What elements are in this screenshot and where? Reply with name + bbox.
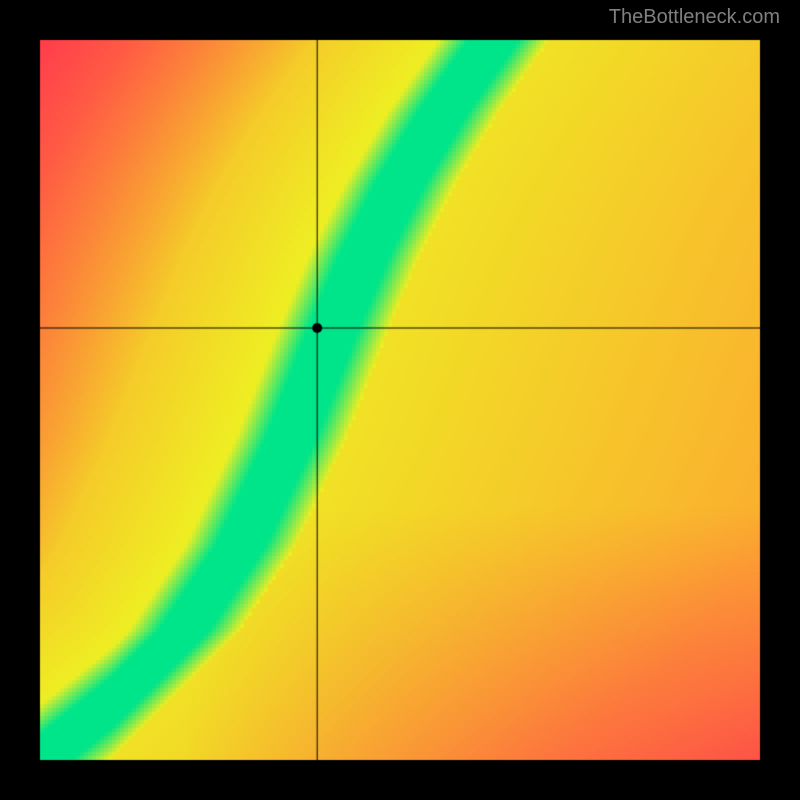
heatmap-canvas [0, 0, 800, 800]
watermark-text: TheBottleneck.com [609, 6, 780, 29]
chart-container: TheBottleneck.com [0, 0, 800, 800]
